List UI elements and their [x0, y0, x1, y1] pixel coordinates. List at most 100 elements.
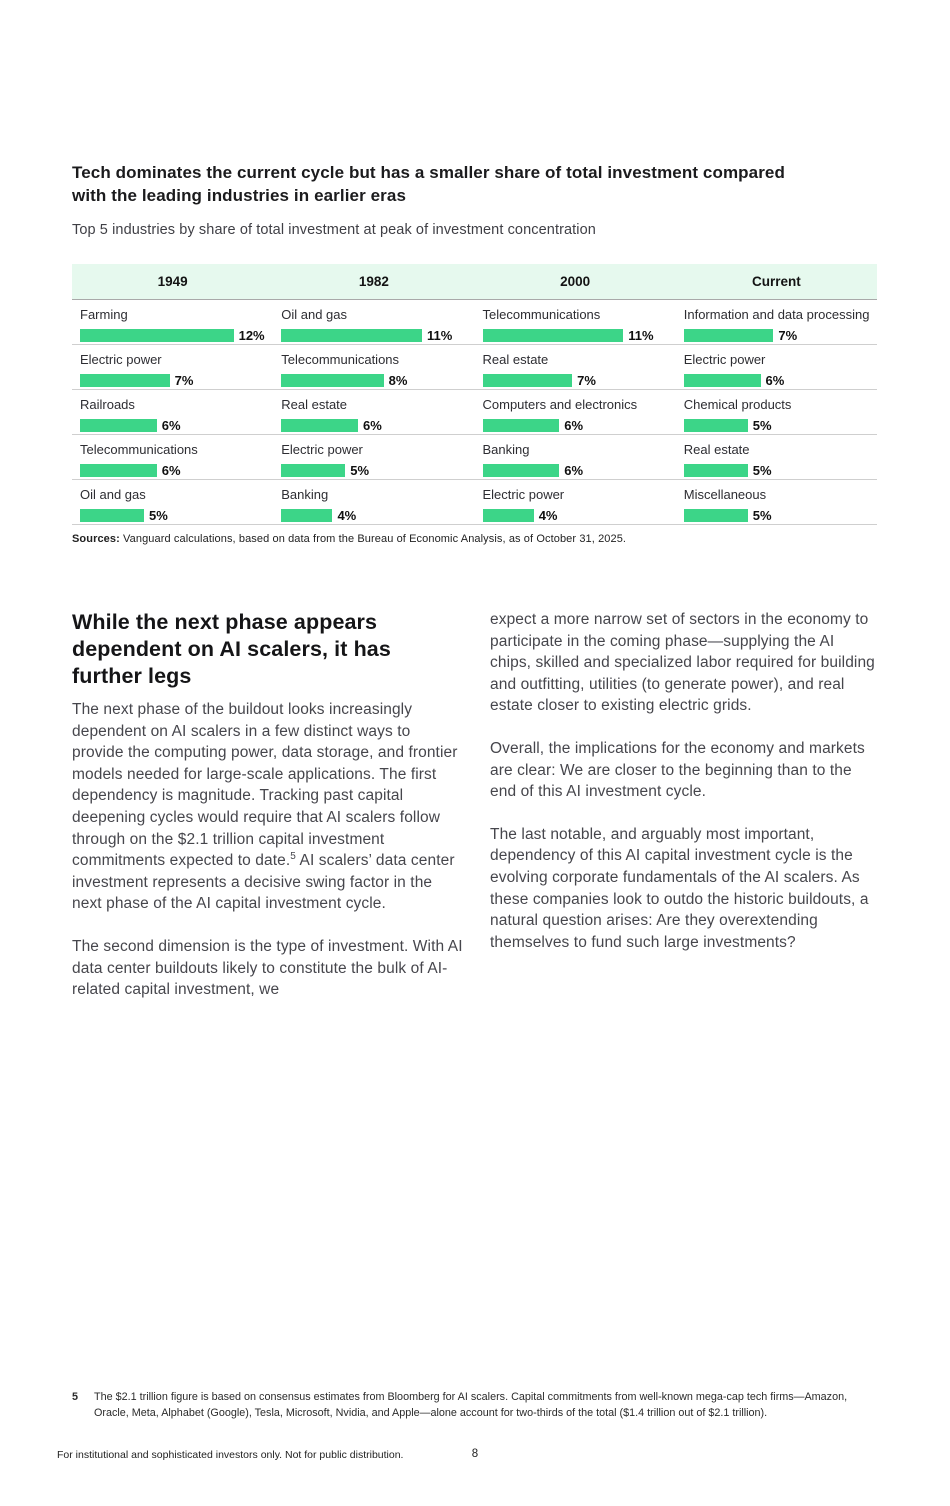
sources-text: Vanguard calculations, based on data fro…: [119, 533, 627, 545]
year-column-header: 2000: [560, 274, 591, 289]
industry-cell: Railroads 6%: [72, 390, 273, 434]
share-bar: [482, 509, 534, 522]
industry-cell: Telecommunications 8%: [273, 345, 474, 389]
share-value: 5%: [752, 418, 772, 433]
industry-cell: Telecommunications 6%: [72, 435, 273, 479]
share-bar: [80, 419, 157, 432]
industry-label: Farming: [80, 307, 128, 322]
share-bar: [80, 374, 170, 387]
paragraph-text: AI scalers’ data center investment repre…: [72, 852, 455, 913]
share-value: 6%: [564, 418, 584, 433]
industry-cell: Oil and gas 5%: [72, 480, 273, 524]
share-bar: [80, 464, 157, 477]
share-bar: [281, 509, 333, 522]
bar-row: 5%: [683, 463, 871, 478]
share-bar: [482, 374, 573, 387]
article-left-column: While the next phase appears dependent o…: [72, 609, 463, 1022]
share-bar: [683, 329, 774, 342]
industry-cell: Electric power 6%: [676, 345, 877, 389]
bar-row: 6%: [683, 373, 871, 388]
share-value: 6%: [564, 463, 584, 478]
table-row: Farming 12% Oil and gas 11% Telecommunicatio…: [72, 300, 877, 345]
industry-label: Real estate: [482, 352, 549, 367]
industry-label: Electric power: [683, 352, 766, 367]
industry-cell: Electric power 7%: [72, 345, 273, 389]
industry-cell: Miscellaneous 5%: [676, 480, 877, 524]
paragraph-text: The next phase of the buildout looks inc…: [72, 701, 458, 870]
industry-label: Telecommunications: [281, 352, 400, 367]
share-bar: [80, 329, 234, 342]
industry-label: Information and data processing: [683, 307, 870, 322]
share-value: 5%: [350, 463, 370, 478]
industry-label: Banking: [281, 487, 329, 502]
share-value: 7%: [577, 373, 596, 388]
table-row: Railroads 6% Real estate 6% Computers and el…: [72, 390, 877, 435]
bar-row: 6%: [482, 463, 670, 478]
share-bar: [80, 509, 144, 522]
page-number: 8: [471, 1448, 479, 1460]
industry-label: Oil and gas: [80, 487, 146, 502]
industry-cell: Banking 6%: [475, 435, 676, 479]
bar-row: 7%: [683, 328, 871, 343]
bar-row: 7%: [80, 373, 267, 388]
year-column-header: Current: [751, 274, 801, 289]
page-content: Tech dominates the current cycle but has…: [0, 162, 950, 1022]
body-paragraph: The second dimension is the type of inve…: [72, 937, 463, 999]
body-paragraph: The next phase of the buildout looks inc…: [72, 699, 463, 915]
share-bar: [482, 419, 560, 432]
bar-row: 6%: [482, 418, 670, 433]
bar-row: 11%: [281, 328, 468, 343]
share-bar: [482, 464, 560, 477]
industry-cell: Computers and electronics 6%: [475, 390, 676, 434]
section-heading-line3: further legs: [72, 664, 192, 688]
share-value: 8%: [388, 373, 408, 388]
bar-row: 6%: [281, 418, 468, 433]
footnote: 5 The $2.1 trillion figure is based on c…: [72, 1390, 880, 1421]
share-bar: [683, 374, 761, 387]
share-bar: [281, 374, 384, 387]
share-bar: [482, 329, 624, 342]
bar-row: 6%: [80, 418, 267, 433]
industry-cell: Oil and gas 11%: [273, 300, 474, 344]
industry-cell: Electric power 5%: [273, 435, 474, 479]
figure-title-line2: with the leading industries in earlier e…: [72, 185, 407, 205]
industry-label: Miscellaneous: [683, 487, 767, 502]
industry-cell: Chemical products 5%: [676, 390, 877, 434]
year-column-header: 1949: [157, 274, 188, 289]
body-paragraph: The last notable, and arguably most impo…: [490, 825, 869, 951]
industry-cell: Electric power 4%: [475, 480, 676, 524]
table-header-row: 1949 1982 2000 Current: [72, 264, 877, 300]
bar-row: 5%: [281, 463, 468, 478]
industry-label: Banking: [482, 442, 530, 457]
bar-row: 12%: [80, 328, 267, 343]
figure-title-line1: Tech dominates the current cycle but has…: [72, 163, 785, 182]
footnote-text: The $2.1 trillion figure is based on con…: [94, 1391, 848, 1419]
industry-label: Oil and gas: [281, 307, 348, 322]
share-bar: [281, 419, 359, 432]
bar-row: 5%: [683, 418, 871, 433]
share-value: 5%: [752, 463, 772, 478]
body-paragraph: expect a more narrow set of sectors in t…: [490, 611, 875, 715]
footnote-number: 5: [72, 1391, 79, 1403]
bar-row: 8%: [281, 373, 468, 388]
industry-share-table: 1949 1982 2000 Current Farming 12% Oil and ga…: [72, 264, 877, 525]
industry-label: Telecommunications: [482, 307, 601, 322]
share-value: 11%: [427, 328, 453, 343]
industry-label: Real estate: [683, 442, 750, 457]
industry-cell: Telecommunications 11%: [475, 300, 676, 344]
share-value: 11%: [628, 328, 654, 343]
share-value: 5%: [149, 508, 168, 523]
share-value: 5%: [752, 508, 772, 523]
share-bar: [683, 419, 748, 432]
figure-title: Tech dominates the current cycle but has…: [72, 162, 877, 207]
sources-note: Sources: Vanguard calculations, based on…: [72, 533, 877, 545]
share-value: 12%: [238, 328, 265, 343]
industry-cell: Banking 4%: [273, 480, 474, 524]
industry-label: Railroads: [80, 397, 135, 412]
section-heading: While the next phase appears dependent o…: [72, 609, 463, 690]
section-heading-line1: While the next phase appears: [72, 610, 378, 634]
share-value: 4%: [538, 508, 558, 523]
bar-row: 11%: [482, 328, 670, 343]
table-row: Oil and gas 5% Banking 4% Electric power 4% Mi…: [72, 480, 877, 525]
year-column-header: 1982: [358, 274, 389, 289]
